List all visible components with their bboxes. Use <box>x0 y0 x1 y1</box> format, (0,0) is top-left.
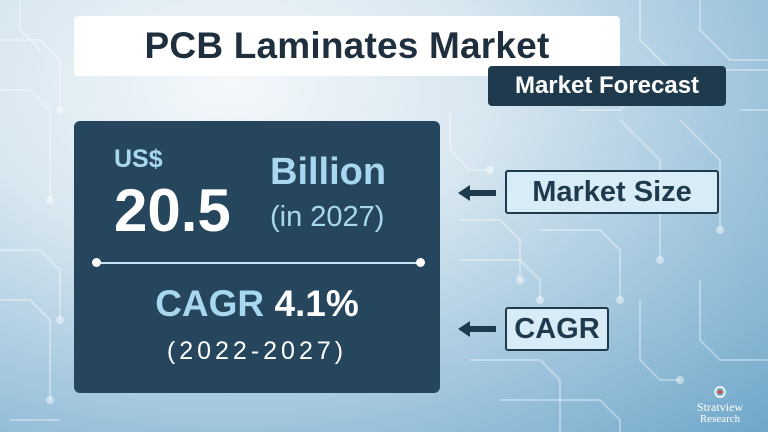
market-size-unit: Billion <box>270 151 387 193</box>
market-size-value: 20.5 <box>114 177 231 244</box>
target-icon <box>714 386 726 398</box>
divider-dot-right <box>416 258 425 267</box>
arrow-left-icon <box>458 185 496 201</box>
panel-divider <box>96 262 420 264</box>
cagr-line: CAGR 4.1% <box>74 283 440 325</box>
arrow-left-icon <box>458 321 496 337</box>
page-title: PCB Laminates Market <box>144 25 550 66</box>
cagr-side-label: CAGR <box>505 307 609 351</box>
divider-dot-left <box>92 258 101 267</box>
stats-panel: US$ 20.5 Billion (in 2027) CAGR 4.1% (20… <box>74 121 440 393</box>
logo-name: Stratview <box>697 400 743 414</box>
forecast-tag: Market Forecast <box>488 66 726 106</box>
market-size-currency: US$ <box>114 145 163 173</box>
cagr-label: CAGR <box>155 283 265 324</box>
market-size-label: Market Size <box>505 170 719 214</box>
forecast-tag-label: Market Forecast <box>514 72 700 99</box>
cagr-period: (2022-2027) <box>166 337 348 365</box>
logo-subtitle: Research <box>699 413 741 425</box>
cagr-value: 4.1% <box>274 283 359 324</box>
market-size-year: (in 2027) <box>270 201 385 233</box>
stratview-logo: Stratview Research <box>680 386 760 428</box>
